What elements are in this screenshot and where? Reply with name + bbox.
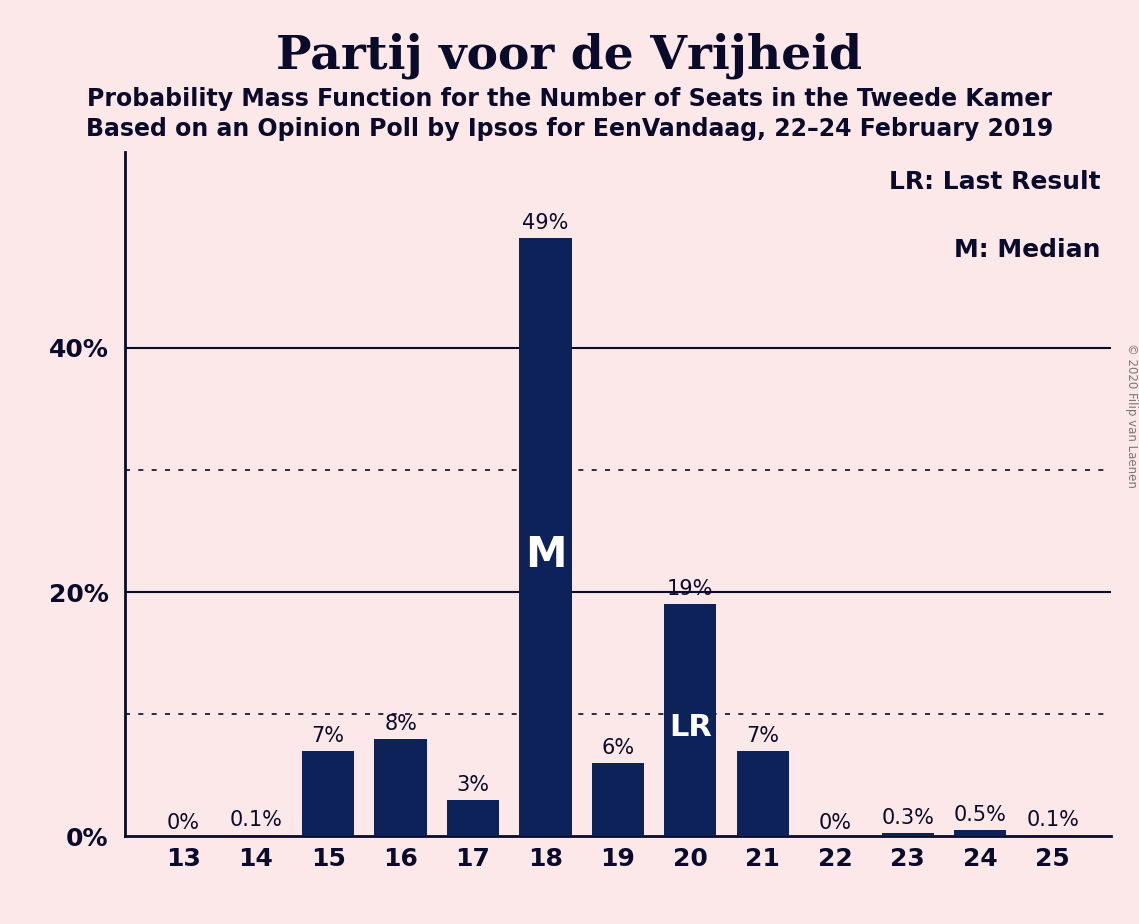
Text: 6%: 6% (601, 738, 634, 758)
Bar (302, 750, 354, 836)
Text: M: M (525, 534, 566, 576)
Text: 7%: 7% (746, 726, 779, 746)
Text: 0%: 0% (819, 812, 852, 833)
Text: 0.1%: 0.1% (1026, 810, 1079, 830)
Bar (446, 799, 499, 836)
Text: 3%: 3% (457, 774, 490, 795)
Bar (1026, 835, 1079, 836)
Text: 49%: 49% (523, 213, 568, 233)
Text: LR: Last Result: LR: Last Result (890, 170, 1100, 193)
Text: © 2020 Filip van Laenen: © 2020 Filip van Laenen (1124, 344, 1138, 488)
Text: Based on an Opinion Poll by Ipsos for EenVandaag, 22–24 February 2019: Based on an Opinion Poll by Ipsos for Ee… (85, 117, 1054, 141)
Bar (737, 750, 789, 836)
Bar (592, 763, 644, 836)
Bar (519, 238, 572, 836)
Text: Probability Mass Function for the Number of Seats in the Tweede Kamer: Probability Mass Function for the Number… (87, 87, 1052, 111)
Text: LR: LR (669, 712, 712, 742)
Text: Partij voor de Vrijheid: Partij voor de Vrijheid (277, 32, 862, 79)
Text: 0.5%: 0.5% (953, 805, 1007, 825)
Bar (664, 604, 716, 836)
Text: 19%: 19% (667, 579, 713, 600)
Bar (954, 830, 1006, 836)
Text: 0.1%: 0.1% (229, 810, 282, 830)
Text: M: Median: M: Median (954, 238, 1100, 261)
Bar (375, 738, 427, 836)
Bar (882, 833, 934, 836)
Text: 0%: 0% (166, 812, 199, 833)
Text: 0.3%: 0.3% (882, 808, 934, 828)
Bar (230, 835, 281, 836)
Text: 7%: 7% (312, 726, 345, 746)
Text: 8%: 8% (384, 713, 417, 734)
